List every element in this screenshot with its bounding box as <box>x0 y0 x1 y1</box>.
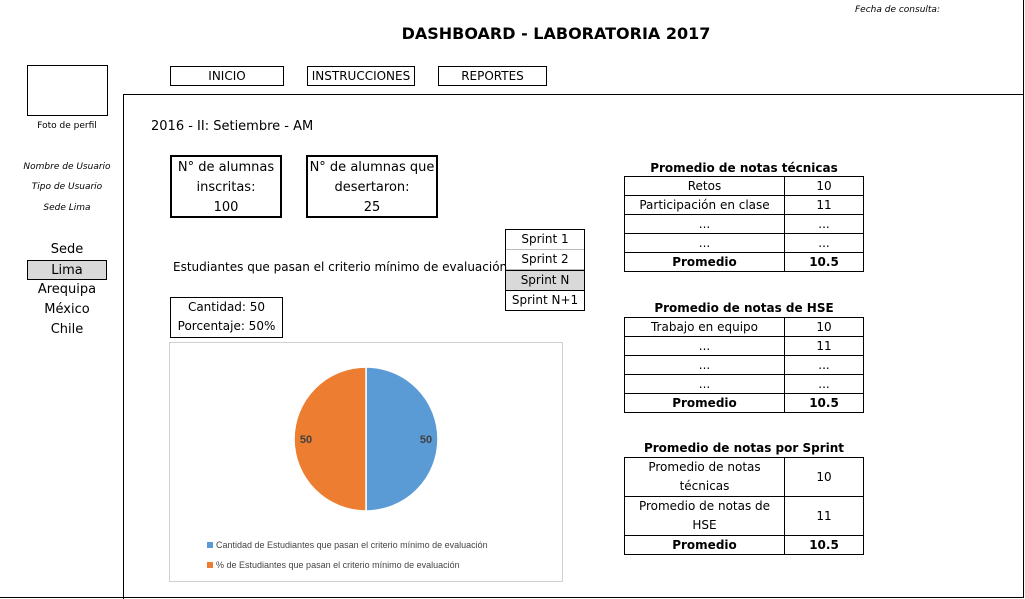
legend-swatch-1 <box>207 562 213 568</box>
cantidad-text: Cantidad: 50 <box>187 300 266 314</box>
pie-label-0: 50 <box>420 434 432 446</box>
row2-label2: HSE <box>692 518 717 532</box>
sede-item-arequipa[interactable]: Arequipa <box>37 282 97 297</box>
sede-item-lima[interactable]: Lima <box>27 260 107 280</box>
table-cell: Trabajo en equipo <box>624 317 785 337</box>
table-cell: Promedio <box>624 535 785 555</box>
sede-item-mexico[interactable]: México <box>44 302 90 317</box>
pie-label-1: 50 <box>300 434 312 446</box>
table-cell: 10.5 <box>784 535 864 555</box>
table-cell: 11 <box>784 336 864 356</box>
cantidad-box: Cantidad: 50 Porcentaje: 50% <box>170 297 283 338</box>
table-row: Trabajo en equipo 10 <box>624 317 864 337</box>
table-row: ... 11 <box>624 336 864 356</box>
main-panel <box>123 94 1024 599</box>
table-cell: 10 <box>784 176 864 196</box>
table-cell: Participación en clase <box>624 195 785 215</box>
sprint-item-n-plus-1[interactable]: Sprint N+1 <box>511 293 579 307</box>
pie-chart: 50 50 Cantidad de Estudiantes que pasan … <box>169 342 563 582</box>
row1-label1: Promedio de notas <box>648 460 761 474</box>
sede-list: Sede Lima Arequipa México Chile <box>27 240 107 340</box>
sprint-item-n[interactable]: Sprint N <box>506 270 584 291</box>
sprint-list: Sprint 1 Sprint 2 Sprint N Sprint N+1 <box>505 229 585 311</box>
pie-slice-0 <box>365 366 439 512</box>
hse-table: Trabajo en equipo 10 ... 11 ...... ...... … <box>624 317 864 413</box>
table-cell: ... <box>784 355 864 375</box>
fecha-consulta-label: Fecha de consulta: <box>855 5 940 15</box>
sede-header: Sede <box>50 242 84 257</box>
stat-inscritas-value: 100 <box>213 200 239 215</box>
pie-chart-svg: 50 50 Cantidad de Estudiantes que pasan … <box>207 366 488 570</box>
legend-label-1: % de Estudiantes que pasan el criterio m… <box>216 560 460 570</box>
table-cell: ... <box>784 233 864 253</box>
table-cell: Promedio <box>624 393 785 413</box>
table-row: ...... <box>624 374 864 394</box>
table-row: ...... <box>624 355 864 375</box>
sprint-item-2[interactable]: Sprint 2 <box>506 250 584 270</box>
sprint-item-1[interactable]: Sprint 1 <box>506 230 584 250</box>
table-cell: Retos <box>624 176 785 196</box>
table-cell: 11 <box>784 195 864 215</box>
table-total-row: Promedio 10.5 <box>624 393 864 413</box>
row2-label1: Promedio de notas de <box>638 499 771 513</box>
table-cell: Promedio <box>624 252 785 272</box>
period-label: 2016 - II: Setiembre - AM <box>151 119 314 134</box>
table-row: Participación en clase 11 <box>624 195 864 215</box>
page-title: DASHBOARD - LABORATORIA 2017 <box>401 24 711 43</box>
table-row: ...... <box>624 233 864 253</box>
stat-inscritas: N° de alumnas inscritas: 100 <box>170 155 282 218</box>
hse-title: Promedio de notas de HSE <box>654 301 834 315</box>
table-cell: ... <box>784 214 864 234</box>
pie-slice-1 <box>293 366 367 512</box>
tecnicas-table: Retos 10 Participación en clase 11 ...... … <box>624 176 864 272</box>
row1-label2: técnicas <box>679 479 730 493</box>
profile-photo-label: Foto de perfil <box>37 121 97 131</box>
tecnicas-title: Promedio de notas técnicas <box>650 161 838 175</box>
nav-inicio-button[interactable]: INICIO <box>170 66 284 86</box>
criterio-label: Estudiantes que pasan el criterio mínimo… <box>173 260 508 274</box>
table-cell: Promedio de notas de HSE <box>624 496 785 536</box>
table-row: Retos 10 <box>624 176 864 196</box>
table-cell: 10.5 <box>784 252 864 272</box>
sprint-notas-table: Promedio de notas técnicas 10 Promedio de … <box>624 457 864 555</box>
table-cell: ... <box>624 233 785 253</box>
table-cell: Promedio de notas técnicas <box>624 457 785 497</box>
legend-label-0: Cantidad de Estudiantes que pasan el cri… <box>216 540 488 550</box>
table-cell: ... <box>624 336 785 356</box>
sprint-notas-title: Promedio de notas por Sprint <box>643 441 845 455</box>
table-cell: 10 <box>784 317 864 337</box>
stat-desertaron-value: 25 <box>363 200 381 215</box>
sede-item-chile[interactable]: Chile <box>50 322 84 337</box>
stat-inscritas-label1: N° de alumnas <box>177 160 275 175</box>
legend-swatch-0 <box>207 542 213 548</box>
stat-desertaron: N° de alumnas que desertaron: 25 <box>306 155 438 218</box>
stat-inscritas-label2: inscritas: <box>196 180 256 195</box>
table-total-row: Promedio 10.5 <box>624 252 864 272</box>
table-total-row: Promedio 10.5 <box>624 535 864 555</box>
table-cell: ... <box>624 214 785 234</box>
table-cell: 10.5 <box>784 393 864 413</box>
stat-desertaron-label2: desertaron: <box>334 180 410 195</box>
table-cell: ... <box>624 374 785 394</box>
table-row: ...... <box>624 214 864 234</box>
nav-reportes-button[interactable]: REPORTES <box>438 66 547 86</box>
nav-instrucciones-button[interactable]: INSTRUCCIONES <box>307 66 415 86</box>
stat-desertaron-label1: N° de alumnas que <box>309 160 435 175</box>
table-cell: ... <box>784 374 864 394</box>
profile-photo[interactable] <box>27 65 108 116</box>
user-sede: Sede Lima <box>43 203 91 213</box>
table-cell: 11 <box>784 496 864 536</box>
table-row: Promedio de notas de HSE 11 <box>624 496 864 536</box>
user-type: Tipo de Usuario <box>31 182 103 192</box>
table-cell: ... <box>624 355 785 375</box>
table-cell: 10 <box>784 457 864 497</box>
user-name: Nombre de Usuario <box>23 162 111 172</box>
porcentaje-text: Porcentaje: 50% <box>177 319 276 333</box>
table-row: Promedio de notas técnicas 10 <box>624 457 864 497</box>
